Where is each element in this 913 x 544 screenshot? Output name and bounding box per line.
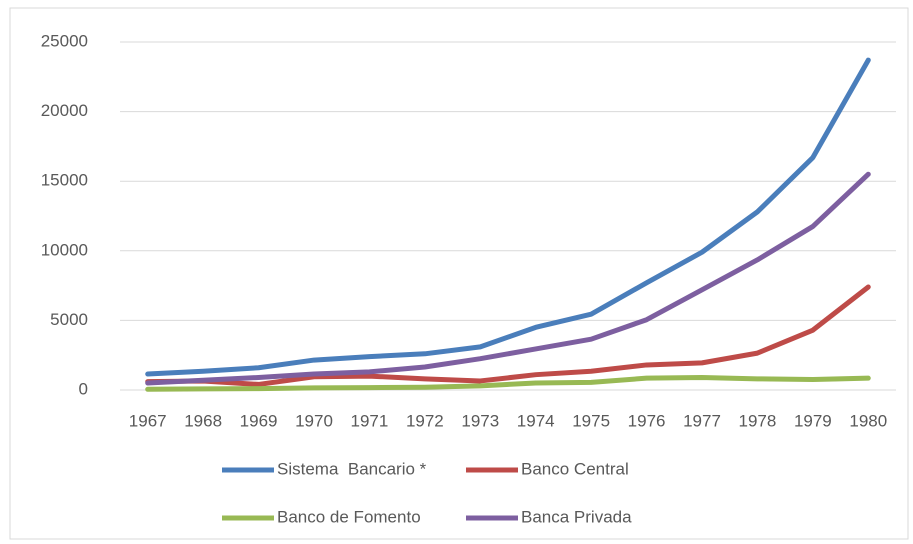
x-tick-label: 1979 bbox=[794, 411, 832, 430]
x-tick-label: 1976 bbox=[628, 411, 666, 430]
series-line bbox=[145, 374, 871, 392]
series-line bbox=[145, 57, 871, 377]
x-tick-label: 1967 bbox=[129, 411, 167, 430]
x-tick-label: 1968 bbox=[184, 411, 222, 430]
y-tick-label: 10000 bbox=[41, 240, 88, 259]
x-tick-label: 1980 bbox=[849, 411, 887, 430]
y-tick-label: 20000 bbox=[41, 101, 88, 120]
x-tick-label: 1974 bbox=[517, 411, 555, 430]
series-line bbox=[145, 284, 871, 387]
series-line bbox=[145, 171, 871, 386]
x-tick-label: 1977 bbox=[683, 411, 721, 430]
legend-label: Sistema Bancario * bbox=[277, 459, 427, 478]
y-tick-label: 0 bbox=[79, 379, 88, 398]
y-tick-label: 25000 bbox=[41, 31, 88, 50]
y-tick-label: 15000 bbox=[41, 171, 88, 190]
legend-label: Banca Privada bbox=[521, 507, 632, 526]
x-tick-label: 1969 bbox=[240, 411, 278, 430]
x-tick-label: 1973 bbox=[461, 411, 499, 430]
chart-border bbox=[9, 7, 909, 540]
x-tick-label: 1971 bbox=[351, 411, 389, 430]
x-tick-label: 1975 bbox=[572, 411, 610, 430]
x-tick-label: 1972 bbox=[406, 411, 444, 430]
y-tick-label: 5000 bbox=[50, 310, 88, 329]
legend-label: Banco de Fomento bbox=[277, 507, 421, 526]
x-tick-label: 1970 bbox=[295, 411, 333, 430]
legend-label: Banco Central bbox=[521, 459, 629, 478]
x-tick-label: 1978 bbox=[739, 411, 777, 430]
